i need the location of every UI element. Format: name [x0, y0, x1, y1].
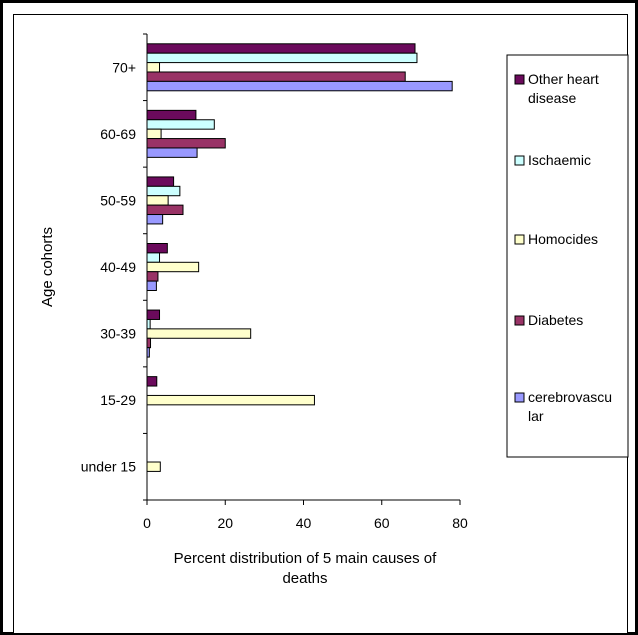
legend-label: Other heart [528, 71, 599, 87]
x-tick-label: 60 [374, 515, 390, 531]
bar-homocides-15-29 [146, 394, 315, 406]
bar-homocides-60-69 [146, 128, 162, 140]
bar-diabetes-60-69 [146, 138, 226, 149]
legend-swatch-ischaemic [514, 155, 525, 166]
bar-cerebrovascular-50-59 [146, 214, 164, 225]
bar-homocides-50-59 [146, 195, 169, 206]
bar-diabetes-70- [146, 71, 406, 82]
bar-diabetes-30-39 [146, 337, 152, 349]
bar-ischaemic-40-49 [146, 252, 161, 263]
x-tick-label: 20 [217, 515, 233, 531]
legend-swatch-diabetes [514, 315, 525, 326]
x-tick-label: 40 [296, 515, 312, 531]
bar-other-heart-disease-60-69 [146, 109, 197, 121]
legend-swatch-cerebrovascular [514, 392, 525, 403]
bar-other-heart-disease-40-49 [146, 243, 168, 254]
legend-box [506, 54, 629, 458]
y-tick-label: 50-59 [100, 192, 136, 208]
bar-cerebrovascular-70- [146, 80, 453, 92]
bar-other-heart-disease-30-39 [146, 309, 161, 320]
legend-label: disease [528, 90, 576, 106]
bar-ischaemic-60-69 [146, 119, 215, 130]
x-axis-title: Percent distribution of 5 main causes of [174, 550, 437, 567]
legend-swatch-other-heart-disease [514, 74, 525, 85]
y-tick-label: 60-69 [100, 126, 136, 142]
bar-other-heart-disease-70- [146, 43, 416, 54]
legend-label: Homocides [528, 231, 598, 247]
legend-label: cerebrovascu [528, 389, 612, 405]
bar-ischaemic-50-59 [146, 185, 181, 197]
x-tick-label: 80 [452, 515, 468, 531]
legend-swatch-homocides [514, 234, 525, 245]
bar-diabetes-40-49 [146, 271, 159, 282]
bar-other-heart-disease-15-29 [146, 376, 158, 387]
y-tick-label: under 15 [81, 459, 136, 475]
y-tick-label: 70+ [112, 59, 136, 75]
legend-label: lar [528, 408, 544, 424]
bar-homocides-30-39 [146, 328, 252, 339]
y-tick-label: 30-39 [100, 326, 136, 342]
legend-label: Diabetes [528, 312, 583, 328]
y-tick-label: 15-29 [100, 392, 136, 408]
y-tick-label: 40-49 [100, 259, 136, 275]
x-tick-label: 0 [143, 515, 151, 531]
x-axis-title: deaths [282, 570, 327, 587]
bar-cerebrovascular-40-49 [146, 280, 157, 292]
bar-homocides-70- [146, 62, 161, 73]
y-axis-title: Age cohorts [39, 227, 56, 307]
bar-other-heart-disease-50-59 [146, 176, 175, 187]
bar-homocides-under-15 [146, 461, 161, 472]
legend-label: Ischaemic [528, 152, 591, 168]
bar-diabetes-50-59 [146, 204, 184, 216]
bar-ischaemic-70- [146, 52, 418, 64]
bar-homocides-40-49 [146, 261, 200, 273]
bar-cerebrovascular-60-69 [146, 147, 198, 158]
